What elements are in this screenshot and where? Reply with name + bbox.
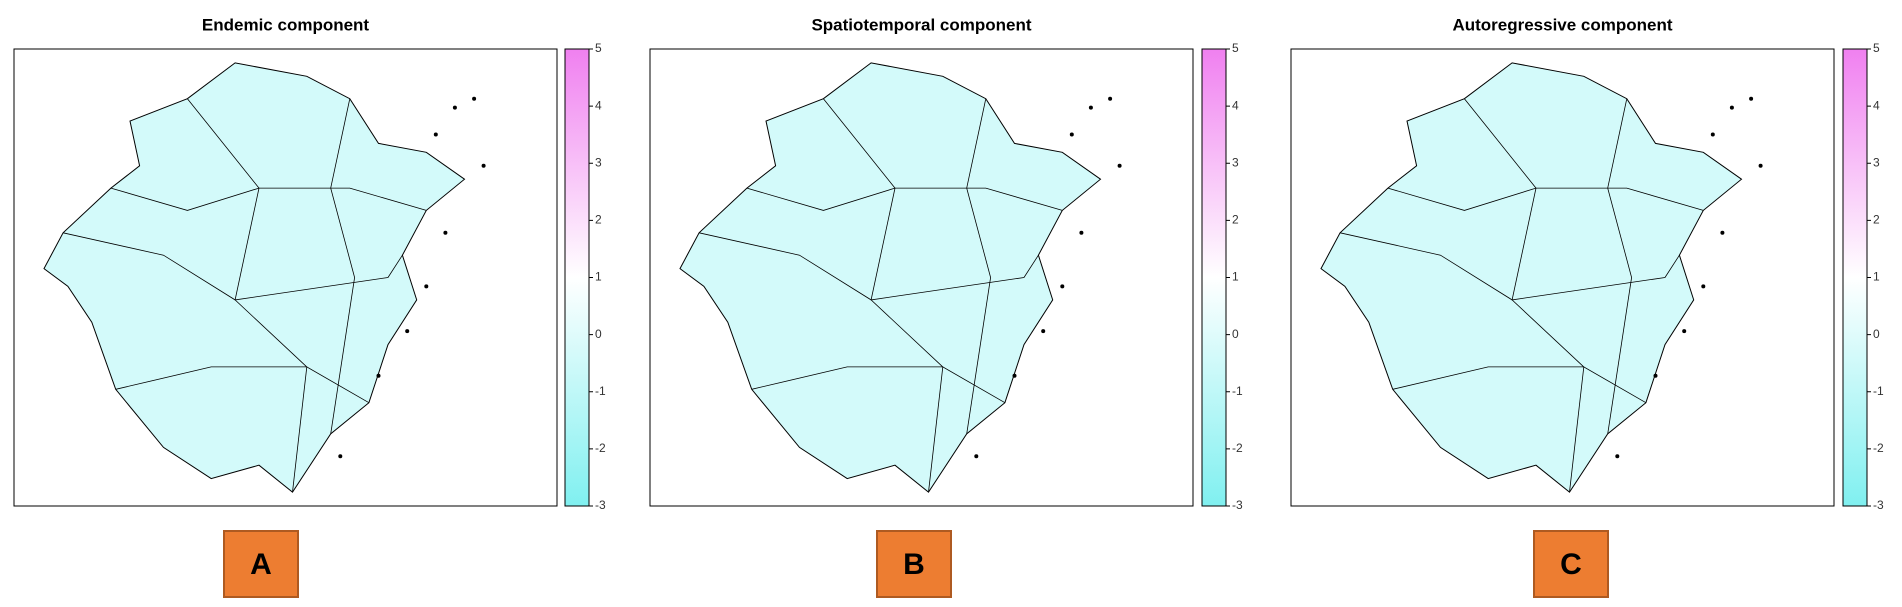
panel: Spatiotemporal component -3 -2 -1 0 1 2 3 4 5 B bbox=[649, 15, 1243, 598]
county-border bbox=[746, 187, 1063, 211]
county-border bbox=[699, 232, 1039, 301]
island bbox=[405, 329, 410, 334]
colorbar-tick-label: 0 bbox=[1873, 327, 1880, 341]
colorbar-tick-label: -1 bbox=[1873, 384, 1884, 398]
island bbox=[1701, 284, 1706, 289]
island bbox=[974, 454, 979, 459]
island bbox=[481, 163, 486, 168]
county-border bbox=[966, 98, 992, 434]
province-outline bbox=[43, 62, 466, 493]
island bbox=[1749, 96, 1754, 101]
panel: Endemic component -3 -2 -1 0 1 2 3 4 5 A bbox=[13, 15, 606, 598]
colorbar-tick-label: 4 bbox=[595, 98, 602, 112]
island bbox=[472, 96, 477, 101]
colorbar-tick-label: 2 bbox=[595, 213, 602, 227]
island bbox=[1653, 373, 1658, 378]
colorbar-tick-label: 4 bbox=[1232, 98, 1239, 112]
map-frame bbox=[1290, 48, 1835, 507]
map-frame bbox=[649, 48, 1194, 507]
colorbar-tick-label: 2 bbox=[1873, 213, 1880, 227]
island bbox=[1041, 329, 1046, 334]
island bbox=[443, 230, 448, 235]
map-frame bbox=[13, 48, 558, 507]
island bbox=[1682, 329, 1687, 334]
county-border bbox=[1340, 232, 1680, 301]
colorbar-tick-label: 1 bbox=[1232, 270, 1239, 284]
island bbox=[1079, 230, 1084, 235]
panel-label: C bbox=[1560, 548, 1582, 581]
island bbox=[1710, 132, 1715, 137]
island bbox=[1060, 284, 1065, 289]
island bbox=[1729, 105, 1734, 110]
colorbar-tick-label: 5 bbox=[1873, 41, 1880, 55]
province-outline bbox=[1320, 62, 1743, 493]
island bbox=[1108, 96, 1113, 101]
colorbar-tick-label: 1 bbox=[595, 270, 602, 284]
panel-title: Spatiotemporal component bbox=[811, 15, 1031, 34]
panel-label-box bbox=[223, 530, 299, 598]
colorbar-tick-label: 5 bbox=[1232, 41, 1239, 55]
colorbar-tick-label: 0 bbox=[1232, 327, 1239, 341]
county-border bbox=[1387, 187, 1704, 211]
colorbar-tick-label: -2 bbox=[1232, 441, 1243, 455]
colorbar-tick-label: 4 bbox=[1873, 98, 1880, 112]
island bbox=[1758, 163, 1763, 168]
island bbox=[376, 373, 381, 378]
panel-title: Autoregressive component bbox=[1452, 15, 1672, 34]
colorbar-tick-label: -1 bbox=[1232, 384, 1243, 398]
island bbox=[433, 132, 438, 137]
county-border bbox=[1607, 98, 1633, 434]
island bbox=[1069, 132, 1074, 137]
colorbar-tick-label: -3 bbox=[1873, 498, 1884, 512]
island bbox=[338, 454, 343, 459]
island bbox=[1117, 163, 1122, 168]
colorbar-tick-label: 5 bbox=[595, 41, 602, 55]
panel-label: B bbox=[903, 548, 925, 581]
colorbar-tick-label: -1 bbox=[595, 384, 606, 398]
panel-title: Endemic component bbox=[202, 15, 370, 34]
island bbox=[1615, 454, 1620, 459]
panel-label-box bbox=[1533, 530, 1609, 598]
county-border bbox=[63, 232, 403, 301]
province-outline bbox=[679, 62, 1102, 493]
colorbar-tick-label: 1 bbox=[1873, 270, 1880, 284]
colorbar-tick-label: -2 bbox=[1873, 441, 1884, 455]
island bbox=[1088, 105, 1093, 110]
panel-label-box bbox=[876, 530, 952, 598]
colorbar-tick-label: -2 bbox=[595, 441, 606, 455]
island bbox=[1720, 230, 1725, 235]
colorbar-tick-label: 0 bbox=[595, 327, 602, 341]
island bbox=[424, 284, 429, 289]
county-border bbox=[330, 98, 356, 434]
colorbar-tick-label: -3 bbox=[1232, 498, 1243, 512]
colorbar bbox=[564, 48, 590, 507]
colorbar-tick-label: 3 bbox=[1873, 155, 1880, 169]
island bbox=[1012, 373, 1017, 378]
county-border bbox=[110, 187, 427, 211]
colorbar bbox=[1842, 48, 1868, 507]
panel: Autoregressive component -3 -2 -1 0 1 2 3 4 5 C bbox=[1290, 15, 1884, 598]
island bbox=[452, 105, 457, 110]
colorbar-tick-label: 3 bbox=[1232, 155, 1239, 169]
colorbar-tick-label: 2 bbox=[1232, 213, 1239, 227]
colorbar bbox=[1201, 48, 1227, 507]
panel-label: A bbox=[250, 548, 272, 581]
colorbar-tick-label: -3 bbox=[595, 498, 606, 512]
colorbar-tick-label: 3 bbox=[595, 155, 602, 169]
